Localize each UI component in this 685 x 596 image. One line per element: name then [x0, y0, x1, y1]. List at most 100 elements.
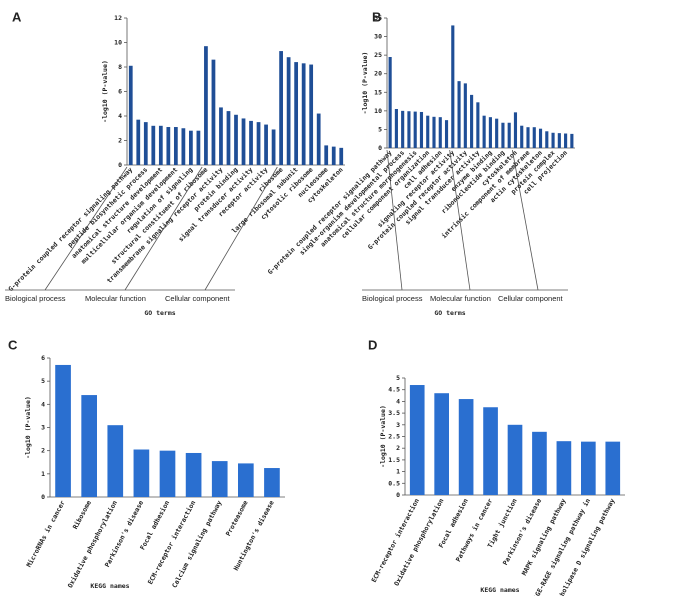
x-tick-label: Calcium signaling pathway — [170, 499, 223, 589]
bar — [463, 83, 467, 148]
bar — [211, 59, 216, 165]
group-label: Molecular function — [430, 294, 491, 303]
bar — [401, 110, 405, 148]
y-tick-label: 0.5 — [388, 479, 400, 487]
x-tick-label: Oxidative phosphorylation — [392, 497, 445, 587]
bar — [316, 113, 321, 165]
y-tick-label: 3.5 — [388, 409, 400, 417]
panel-label: C — [8, 338, 18, 353]
bar — [432, 116, 436, 148]
y-tick-label: 10 — [374, 107, 382, 115]
bar — [271, 129, 276, 165]
group-label: Cellular component — [165, 294, 231, 303]
y-tick-label: 6 — [118, 88, 122, 96]
bar — [324, 145, 329, 165]
bar — [438, 117, 442, 148]
x-tick-label: ECM-receptor interaction — [370, 497, 421, 584]
bar — [331, 146, 336, 165]
bar — [107, 425, 124, 497]
panel-label: B — [372, 10, 381, 25]
bar — [264, 124, 268, 165]
bar — [133, 449, 150, 497]
bar — [556, 441, 572, 495]
bar — [419, 111, 424, 148]
x-axis-title: GO terms — [144, 309, 175, 317]
y-tick-label: 5 — [41, 377, 45, 385]
bar — [286, 57, 291, 166]
bar — [181, 128, 186, 165]
bar — [495, 118, 499, 148]
bar — [151, 125, 156, 165]
bar — [249, 120, 253, 165]
y-tick-label: 30 — [374, 33, 382, 41]
y-tick-label: 25 — [374, 51, 382, 59]
bar — [532, 431, 547, 495]
bar — [570, 133, 574, 148]
bar — [394, 109, 398, 148]
y-tick-label: 3 — [396, 421, 400, 429]
bar — [451, 25, 455, 148]
panel-label: D — [368, 338, 377, 353]
y-tick-label: 0 — [41, 493, 45, 501]
bar — [551, 132, 555, 148]
bar — [219, 107, 223, 165]
bar — [426, 115, 430, 148]
bar — [279, 51, 283, 166]
bar — [388, 57, 392, 148]
y-tick-label: 12 — [114, 14, 122, 22]
y-tick-label: 3 — [41, 424, 45, 432]
bar — [264, 468, 280, 497]
bar — [173, 127, 178, 165]
group-label: Cellular component — [498, 294, 564, 303]
panel-label: A — [12, 10, 22, 25]
x-tick-label: Oxidative phosphorylation — [66, 499, 119, 589]
bar — [301, 63, 306, 166]
y-tick-label: 4 — [396, 397, 400, 405]
bar — [309, 64, 314, 165]
y-tick-label: 8 — [118, 63, 122, 71]
bar — [413, 111, 417, 148]
bar — [434, 393, 449, 495]
bar — [482, 115, 486, 148]
x-tick-label: G-protein coupled receptor signaling pat… — [266, 149, 393, 276]
y-tick-label: 4 — [41, 400, 45, 408]
bar — [457, 81, 461, 148]
group-bracket — [44, 166, 128, 291]
bar — [581, 441, 596, 495]
bar — [409, 385, 425, 495]
bar — [256, 122, 261, 165]
bar — [189, 130, 193, 165]
y-tick-label: 2 — [118, 137, 122, 145]
bar — [204, 46, 208, 165]
bar — [526, 127, 530, 148]
bar — [532, 127, 536, 148]
y-tick-label: 20 — [374, 70, 382, 78]
y-tick-label: 15 — [374, 88, 382, 96]
y-tick-label: 1 — [396, 468, 400, 476]
bar — [196, 130, 201, 165]
bar — [538, 128, 543, 148]
bar — [520, 125, 524, 148]
y-tick-label: 0 — [118, 161, 122, 169]
y-tick-label: 1.5 — [388, 456, 400, 464]
x-tick-label: MAPK signaling pathway — [520, 497, 568, 577]
x-axis-title: KEGG names — [480, 586, 519, 594]
bar — [501, 122, 505, 148]
y-tick-label: 2.5 — [388, 433, 400, 441]
group-label: Molecular function — [85, 294, 146, 303]
bar — [241, 118, 246, 165]
y-tick-label: 35 — [374, 14, 382, 22]
group-bracket — [511, 149, 539, 291]
bar — [513, 112, 518, 148]
bar — [488, 117, 492, 148]
bar — [476, 102, 480, 148]
group-label: Biological process — [362, 294, 423, 303]
x-tick-label: Ribosome — [71, 499, 93, 530]
bar — [226, 111, 231, 165]
x-axis-title: KEGG names — [90, 582, 129, 590]
y-tick-label: 6 — [41, 354, 45, 362]
bar — [339, 147, 344, 165]
bar — [507, 122, 511, 148]
bar — [483, 407, 498, 495]
